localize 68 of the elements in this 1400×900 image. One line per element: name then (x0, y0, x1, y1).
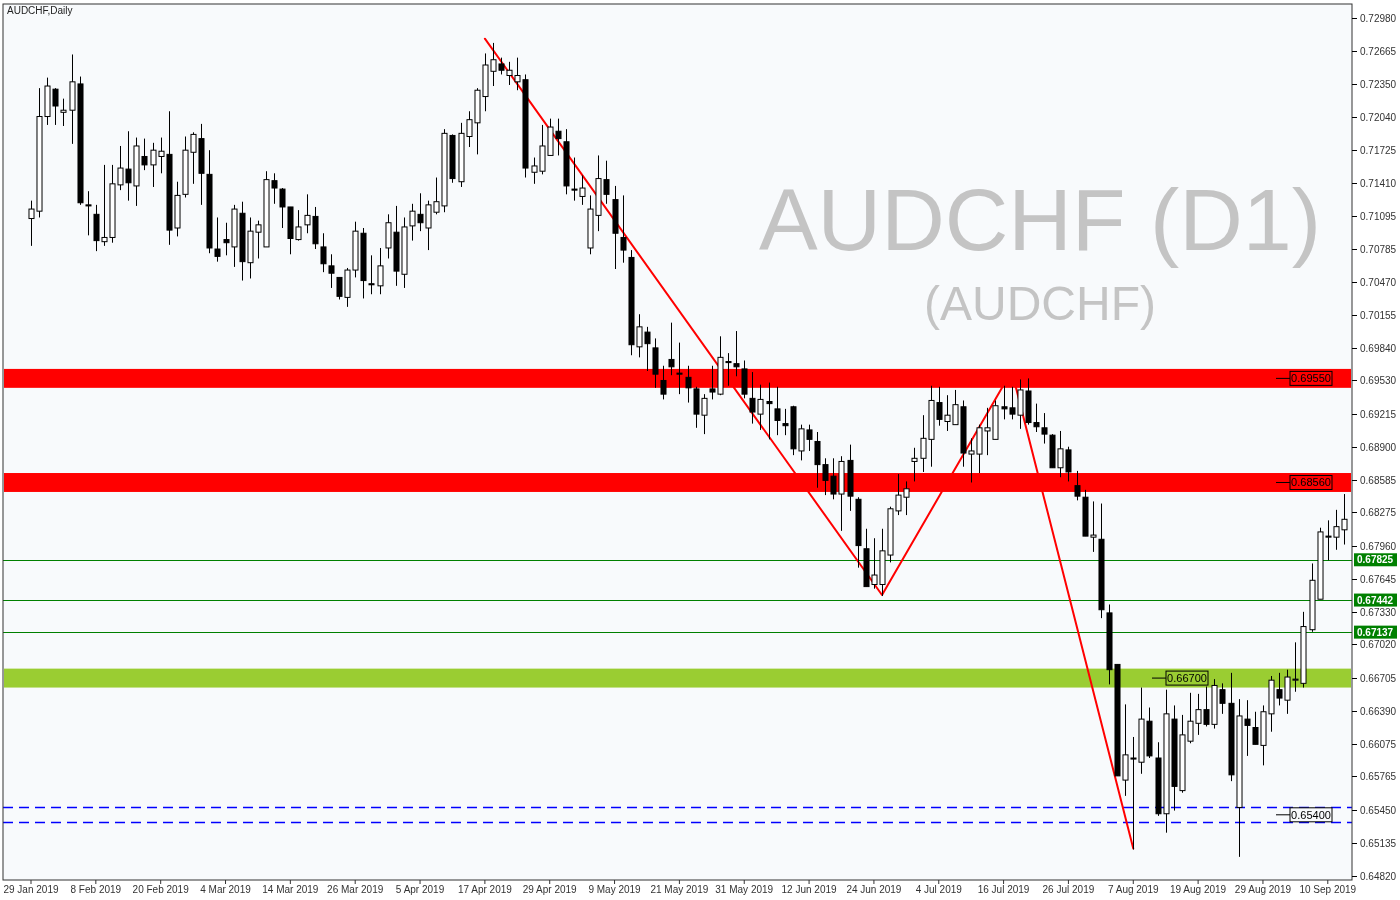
x-tick-label: 29 Aug 2019 (1234, 884, 1292, 895)
y-tick-label: 0.71410 (1360, 178, 1397, 189)
candlestick (85, 190, 92, 236)
y-tick-label: 0.72350 (1360, 79, 1397, 90)
x-tick-label: 9 May 2019 (588, 884, 642, 895)
candlestick (660, 365, 667, 400)
y-tick-label: 0.66705 (1360, 673, 1397, 684)
candlestick (733, 330, 740, 377)
candlestick (60, 98, 67, 127)
y-tick-label: 0.66075 (1360, 739, 1397, 750)
y-tick-label: 0.72980 (1360, 13, 1397, 24)
y-tick-label: 0.65765 (1360, 771, 1397, 782)
candlestick (774, 386, 781, 436)
y-tick-label: 0.67645 (1360, 574, 1397, 585)
candlestick (620, 194, 627, 264)
x-tick-label: 31 May 2019 (715, 884, 774, 895)
y-tick-label: 0.70155 (1360, 310, 1397, 321)
y-tick-label: 0.65450 (1360, 805, 1397, 816)
candlestick (377, 247, 384, 295)
y-tick-label: 0.67960 (1360, 541, 1397, 552)
y-tick-label: 0.72040 (1360, 112, 1397, 123)
y-tick-label: 0.68900 (1360, 442, 1397, 453)
x-tick-label: 21 May 2019 (650, 884, 709, 895)
candlestick (668, 322, 675, 376)
annotation: (AUDCHF) (924, 277, 1156, 330)
y-tick-label: 0.70785 (1360, 244, 1397, 255)
y-tick-label: 0.71095 (1360, 211, 1397, 222)
x-tick-label: 7 Aug 2019 (1107, 884, 1160, 895)
x-tick-label: 4 Jul 2019 (915, 884, 963, 895)
y-tick-label: 0.67330 (1360, 607, 1397, 618)
y-tick-label: 0.68585 (1360, 475, 1397, 486)
y-tick-label: 0.69840 (1360, 343, 1397, 354)
annotation: AUDCHF (D1) (758, 170, 1322, 269)
y-tick-label: 0.68275 (1360, 507, 1397, 518)
x-tick-label: 17 Apr 2019 (457, 884, 513, 895)
x-tick-label: 12 Jun 2019 (781, 884, 838, 895)
y-tick-label: 0.72665 (1360, 46, 1397, 57)
x-tick-label: 16 Jul 2019 (977, 884, 1030, 895)
chart-title: AUDCHF,Daily (7, 5, 73, 16)
x-tick-label: 24 Jun 2019 (846, 884, 902, 895)
candlestick (368, 254, 375, 295)
candlestick (911, 447, 918, 482)
x-tick-label: 4 Mar 2019 (200, 884, 252, 895)
candlestick (1074, 470, 1081, 501)
x-tick-label: 26 Mar 2019 (327, 884, 384, 895)
x-tick-label: 5 Apr 2019 (395, 884, 445, 895)
y-tick-label: 0.67020 (1360, 639, 1397, 650)
x-tick-label: 19 Aug 2019 (1170, 884, 1227, 895)
x-tick-label: 26 Jul 2019 (1042, 884, 1095, 895)
candlestick (328, 253, 335, 289)
candlestick (1041, 412, 1048, 445)
candlestick (320, 232, 327, 273)
x-tick-label: 14 Mar 2019 (262, 884, 319, 895)
y-tick-label: 0.70470 (1360, 277, 1397, 288)
x-tick-label: 10 Sep 2019 (1299, 884, 1357, 895)
candlestick (676, 342, 683, 395)
y-tick-label: 0.69530 (1360, 375, 1397, 386)
x-tick-label: 29 Apr 2019 (522, 884, 578, 895)
candlestick (685, 365, 692, 404)
y-tick-label: 0.64820 (1360, 871, 1397, 882)
candlestick (766, 382, 773, 440)
x-tick-label: 20 Feb 2019 (132, 884, 190, 895)
y-tick-label: 0.69215 (1360, 409, 1397, 420)
y-tick-label: 0.66390 (1360, 706, 1397, 717)
y-tick-label: 0.65135 (1360, 838, 1397, 849)
y-tick-label: 0.71725 (1360, 145, 1397, 156)
x-tick-label: 8 Feb 2019 (70, 884, 122, 895)
x-tick-label: 29 Jan 2019 (3, 884, 59, 895)
